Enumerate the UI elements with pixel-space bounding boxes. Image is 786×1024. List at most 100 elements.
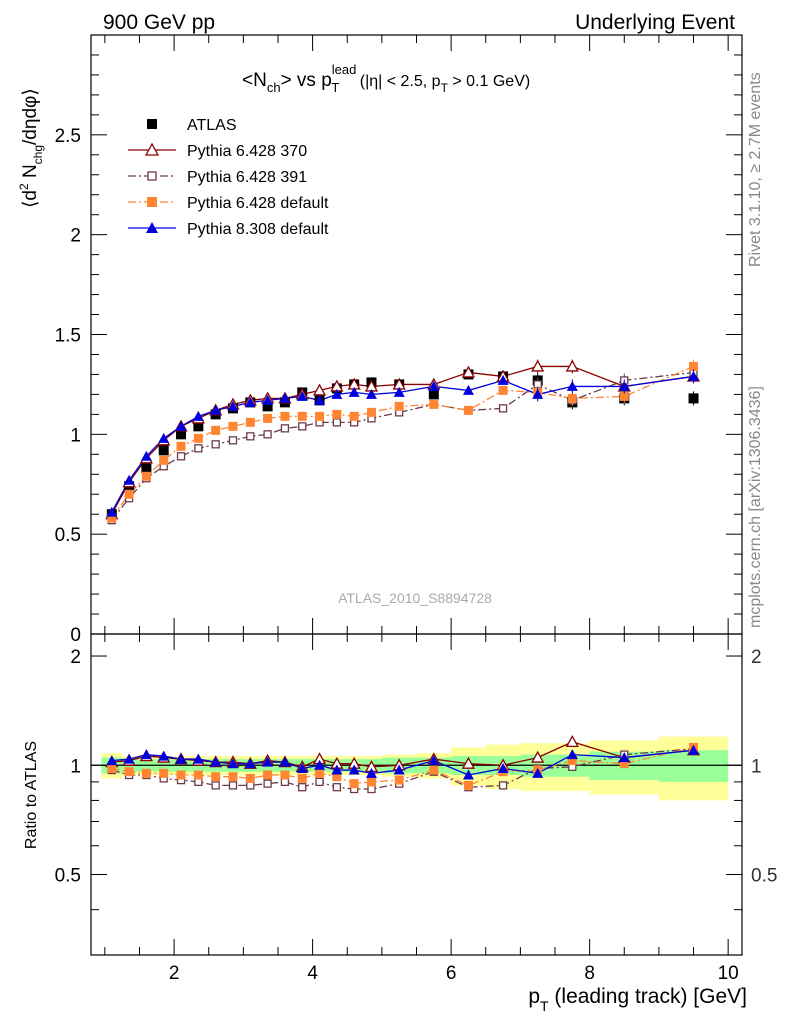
data-point-p8_default	[428, 380, 440, 391]
data-point-p6_default	[211, 425, 221, 435]
legend-marker-p6_370	[144, 142, 160, 156]
data-point-p8_default	[348, 386, 360, 397]
data-point-atlas	[158, 445, 169, 456]
legend-marker-p6_391	[147, 171, 157, 181]
legend: ATLAS Pythia 6.428 370 Pythia 6.428 391 Pyt…	[128, 117, 329, 238]
data-point-atlas	[688, 393, 699, 404]
data-point-p6_391	[228, 436, 238, 445]
ratio-point-p6_default	[228, 772, 238, 782]
ratio-y-tick-label: 2	[70, 647, 81, 668]
data-point-p6_default	[689, 361, 699, 371]
data-point-p6_default	[366, 407, 376, 417]
data-point-p6_default	[567, 393, 577, 403]
ratio-point-p8_default	[618, 752, 630, 763]
data-point-p8_default	[314, 394, 326, 405]
legend-label-p8_default: Pythia 8.308 default	[187, 221, 329, 238]
ratio-point-p6_default	[124, 767, 134, 777]
rivet-version-label: Rivet 3.1.10, ≥ 2.7M events	[747, 72, 764, 267]
ratio-point-p6_391	[298, 783, 307, 792]
data-point-p6_default	[159, 455, 169, 465]
ratio-point-p6_391	[246, 781, 255, 790]
data-point-p6_default	[141, 471, 151, 481]
data-point-p8_default	[158, 432, 170, 443]
ratio-point-p8_default	[296, 762, 308, 773]
data-point-p6_370	[565, 359, 579, 372]
ratio-point-p8_default	[428, 755, 440, 766]
y-tick-label: 0	[70, 625, 81, 646]
ratio-band-inner	[658, 750, 729, 782]
header-collision-label: 900 GeV pp	[103, 11, 215, 34]
ratio-point-p8_default	[365, 767, 377, 778]
data-point-p8_default	[106, 506, 118, 517]
analysis-watermark: ATLAS_2010_S8894728	[338, 590, 492, 606]
data-point-p8_default	[140, 450, 152, 461]
legend-label-p6_370: Pythia 6.428 370	[187, 143, 307, 160]
x-tick-label: 2	[169, 963, 180, 984]
data-point-atlas	[176, 429, 187, 440]
legend-marker-atlas	[147, 119, 157, 129]
data-point-atlas	[428, 389, 439, 400]
x-tick-label: 8	[584, 963, 595, 984]
ratio-plot-series	[105, 735, 701, 794]
ratio-point-p6_default	[193, 770, 203, 780]
legend-label-p6_default: Pythia 6.428 default	[187, 195, 329, 212]
y-tick-label: 1	[70, 425, 81, 446]
ratio-y-tick-label-right: 1	[751, 756, 762, 777]
ratio-point-p8_default	[688, 744, 700, 755]
data-point-p8_default	[296, 390, 308, 401]
legend-marker-p8_default	[146, 222, 158, 233]
ratio-point-p6_default	[349, 779, 359, 789]
ratio-y-tick-label: 0.5	[55, 865, 81, 886]
ratio-point-p6_370	[461, 756, 476, 769]
ratio-point-p8_default	[123, 753, 135, 764]
ratio-y-tick-label-right: 2	[751, 647, 762, 668]
data-point-p6_370	[461, 365, 476, 378]
data-point-p8_default	[566, 380, 578, 391]
ratio-plot-axes: 2 4 6 8 10 0.5 0.5 1 1 2 2	[55, 633, 777, 984]
ratio-point-p6_default	[429, 765, 439, 775]
data-point-p8_default	[497, 374, 509, 385]
main-plot-title: <Nch> vs plead T (|η| < 2.5, pT > 0.1 GeV…	[242, 62, 530, 95]
ratio-point-p8_default	[244, 758, 256, 769]
data-point-p6_default	[498, 385, 508, 395]
data-point-p6_default	[107, 513, 117, 523]
ratio-point-p8_default	[175, 753, 187, 764]
ratio-point-p6_default	[315, 768, 325, 778]
ratio-point-p6_default	[280, 770, 290, 780]
ratio-point-p8_default	[331, 764, 343, 775]
data-point-p6_default	[619, 391, 629, 401]
ratio-point-p6_default	[463, 780, 473, 790]
ratio-point-p6_default	[159, 768, 169, 778]
ratio-point-p6_391	[332, 783, 342, 792]
data-point-p6_default	[429, 399, 439, 409]
main-y-axis-label: ⟨d2 Nchg/dηdφ⟩	[17, 88, 45, 208]
ratio-point-p6_default	[619, 759, 629, 769]
ratio-point-p6_default	[245, 773, 255, 783]
ratio-point-p8_default	[279, 756, 291, 767]
y-tick-label: 0.5	[55, 525, 81, 546]
data-point-p6_391	[176, 452, 186, 461]
ratio-y-axis-label: Ratio to ATLAS	[23, 741, 40, 849]
mcplots-label: mcplots.cern.ch [arXiv:1306.3436]	[747, 386, 764, 628]
data-point-p8_default	[210, 404, 222, 415]
data-point-p6_default	[394, 401, 404, 411]
ratio-point-p6_391	[367, 784, 376, 794]
data-point-p6_391	[194, 444, 203, 453]
x-tick-label: 10	[718, 963, 739, 984]
ratio-y-tick-label: 1	[70, 756, 81, 777]
data-point-p6_default	[349, 411, 359, 421]
data-point-p8_default	[462, 384, 474, 395]
main-plot-axes: 0 0.5 1 1.5 2 2.5	[55, 34, 743, 650]
ratio-point-p6_391	[498, 781, 508, 790]
data-point-p8_default	[279, 392, 291, 403]
data-point-p6_default	[193, 433, 203, 443]
data-point-p6_default	[124, 489, 134, 499]
ratio-point-p6_default	[141, 768, 151, 778]
ratio-point-p6_391	[315, 777, 324, 787]
ratio-point-p8_default	[566, 749, 578, 760]
ratio-point-p8_default	[262, 756, 274, 767]
data-point-p6_default	[280, 411, 290, 421]
x-tick-label: 4	[307, 963, 318, 984]
y-tick-label: 2.5	[55, 126, 81, 147]
